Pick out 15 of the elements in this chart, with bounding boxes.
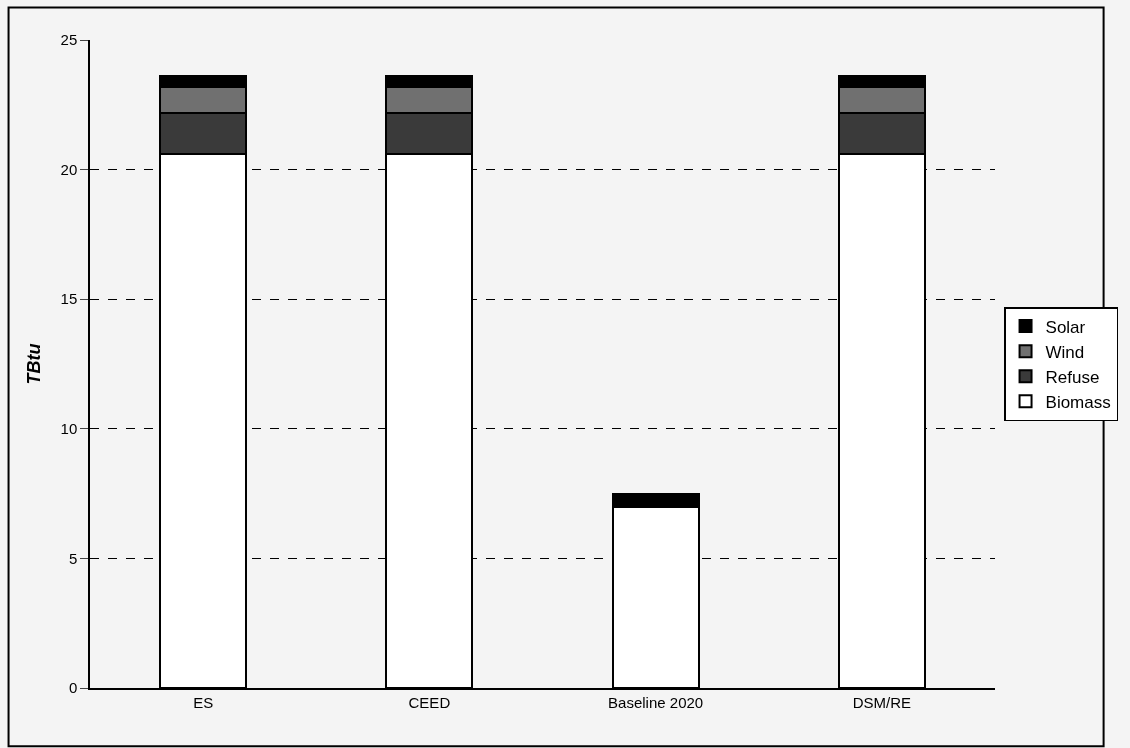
legend-label: Solar (1045, 317, 1086, 337)
y-tick-label: 10 (60, 420, 78, 438)
y-axis-title: TBtu (24, 343, 45, 385)
y-tick-label: 20 (60, 160, 78, 178)
y-tick-label: 15 (60, 290, 78, 308)
legend-label: Wind (1045, 342, 1085, 362)
x-tick-label: ES (193, 693, 214, 711)
x-tick-label: DSM/RE (852, 693, 912, 711)
y-tick-label: 0 (68, 679, 78, 697)
x-tick-label: Baseline 2020 (608, 693, 704, 711)
legend-label: Refuse (1045, 367, 1100, 387)
y-tick-label: 5 (68, 549, 78, 567)
y-tick-label: 25 (60, 31, 78, 49)
x-tick-label: CEED (408, 693, 451, 711)
legend-label: Biomass (1045, 392, 1111, 412)
